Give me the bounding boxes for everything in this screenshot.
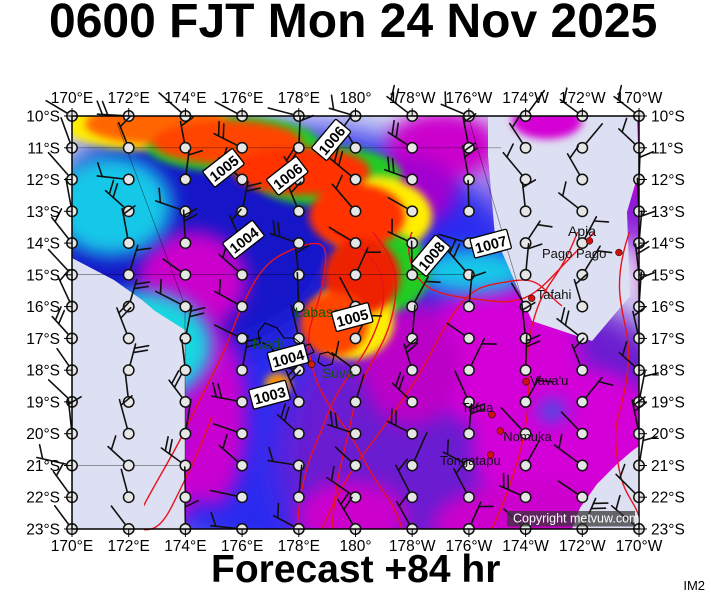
svg-text:Suva: Suva	[322, 365, 354, 381]
svg-text:14°S: 14°S	[651, 236, 685, 253]
svg-text:170°W: 170°W	[616, 538, 663, 555]
svg-text:Pago Pago: Pago Pago	[542, 246, 606, 261]
svg-text:18°S: 18°S	[26, 363, 60, 380]
svg-text:11°S: 11°S	[27, 140, 60, 157]
svg-text:Vava'u: Vava'u	[530, 373, 568, 388]
svg-text:10°S: 10°S	[26, 109, 60, 126]
svg-text:12°S: 12°S	[651, 172, 685, 189]
svg-text:170°E: 170°E	[51, 538, 93, 555]
svg-text:15°S: 15°S	[26, 267, 60, 284]
svg-text:21°S: 21°S	[26, 458, 60, 475]
svg-text:172°E: 172°E	[107, 538, 149, 555]
svg-text:Copyright metvuw.com: Copyright metvuw.com	[513, 512, 639, 526]
svg-text:Tafahi: Tafahi	[537, 287, 572, 302]
svg-text:23°S: 23°S	[651, 522, 685, 539]
svg-text:20°S: 20°S	[651, 426, 685, 443]
svg-text:16°S: 16°S	[26, 299, 60, 316]
svg-text:20°S: 20°S	[26, 426, 60, 443]
svg-text:12°S: 12°S	[26, 172, 60, 189]
svg-text:172°E: 172°E	[107, 90, 149, 107]
svg-text:22°S: 22°S	[651, 490, 685, 507]
svg-text:178°E: 178°E	[278, 90, 320, 107]
svg-text:15°S: 15°S	[651, 267, 685, 284]
svg-text:178°W: 178°W	[389, 90, 436, 107]
svg-text:16°S: 16°S	[651, 299, 685, 316]
svg-text:21°S: 21°S	[651, 458, 685, 475]
svg-text:174°E: 174°E	[164, 538, 206, 555]
svg-text:176°E: 176°E	[221, 90, 263, 107]
svg-text:17°S: 17°S	[651, 331, 685, 348]
svg-text:19°S: 19°S	[26, 394, 60, 411]
svg-text:Tofua: Tofua	[462, 400, 495, 415]
svg-text:14°S: 14°S	[26, 236, 60, 253]
svg-text:170°E: 170°E	[51, 90, 93, 107]
svg-text:19°S: 19°S	[651, 394, 685, 411]
svg-text:Apia: Apia	[568, 223, 596, 239]
svg-text:174°W: 174°W	[502, 90, 549, 107]
svg-text:170°W: 170°W	[616, 90, 663, 107]
svg-text:180°: 180°	[339, 90, 371, 107]
svg-text:18°S: 18°S	[651, 363, 685, 380]
svg-text:10°S: 10°S	[651, 109, 685, 126]
svg-text:Nomuka: Nomuka	[503, 429, 552, 444]
svg-text:17°S: 17°S	[26, 331, 60, 348]
svg-text:23°S: 23°S	[26, 522, 60, 539]
svg-text:172°W: 172°W	[559, 538, 606, 555]
svg-text:11°S: 11°S	[651, 140, 684, 157]
svg-text:174°E: 174°E	[164, 90, 206, 107]
svg-text:13°S: 13°S	[651, 204, 685, 221]
svg-text:172°W: 172°W	[559, 90, 606, 107]
svg-text:176°W: 176°W	[446, 90, 493, 107]
svg-text:174°W: 174°W	[502, 538, 549, 555]
svg-text:13°S: 13°S	[26, 204, 60, 221]
svg-text:Tongatapu: Tongatapu	[440, 453, 501, 468]
svg-text:22°S: 22°S	[26, 490, 60, 507]
